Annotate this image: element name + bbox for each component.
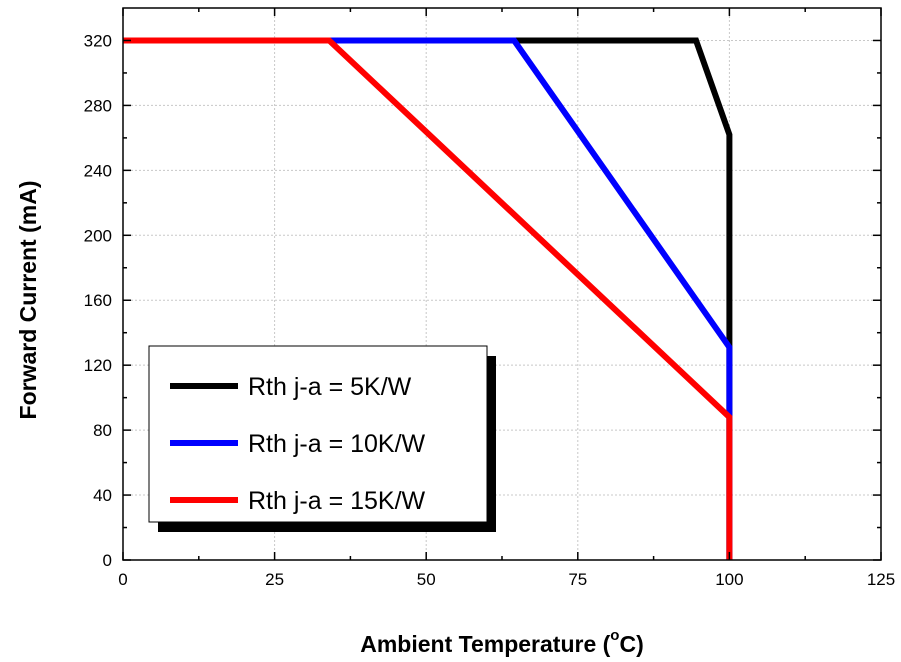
legend-label-2: Rth j-a = 10K/W bbox=[248, 430, 426, 458]
legend-box bbox=[148, 345, 488, 523]
x-tick-label: 25 bbox=[265, 570, 284, 589]
y-tick-label: 280 bbox=[84, 96, 112, 115]
axis-ticks bbox=[122, 8, 882, 561]
series-line-3 bbox=[123, 37, 733, 560]
x-tick-label: 125 bbox=[867, 570, 895, 589]
y-tick-label: 240 bbox=[84, 161, 112, 180]
x-tick-label: 50 bbox=[417, 570, 436, 589]
y-tick-label: 80 bbox=[93, 421, 112, 440]
y-tick-label: 160 bbox=[84, 291, 112, 310]
x-axis-title: Ambient Temperature (oC) bbox=[360, 627, 644, 657]
y-axis-title: Forward Current (mA) bbox=[15, 181, 41, 420]
series-lines bbox=[123, 37, 733, 560]
tick-labels: 0 25 50 75 100 125 0 40 80 120 160 200 240 280 320 bbox=[84, 31, 896, 589]
legend-label-3: Rth j-a = 15K/W bbox=[248, 487, 426, 515]
x-tick-label: 75 bbox=[568, 570, 587, 589]
legend: Rth j-a = 5K/W Rth j-a = 10K/W Rth j-a = 1… bbox=[148, 345, 496, 532]
y-tick-label: 200 bbox=[84, 226, 112, 245]
y-tick-label: 40 bbox=[93, 486, 112, 505]
y-tick-label: 0 bbox=[103, 551, 112, 570]
y-tick-label: 320 bbox=[84, 31, 112, 50]
x-tick-label: 100 bbox=[715, 570, 743, 589]
y-tick-label: 120 bbox=[84, 356, 112, 375]
x-tick-label: 0 bbox=[118, 570, 127, 589]
legend-label-1: Rth j-a = 5K/W bbox=[248, 373, 412, 401]
